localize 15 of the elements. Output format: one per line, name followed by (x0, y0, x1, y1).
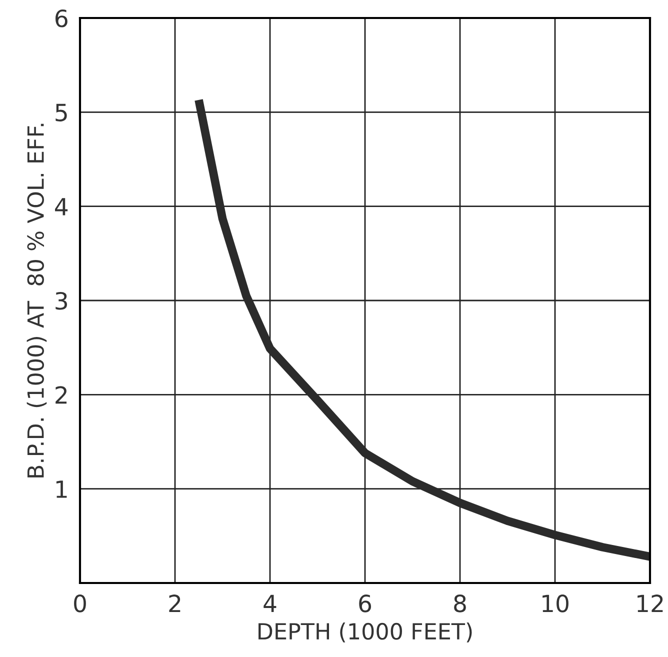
x-tick-label: 0 (74, 594, 86, 612)
y-axis-title: B.P.D. (1000) AT 80 % VOL. EFF. (26, 124, 47, 478)
x-tick-label: 10 (542, 594, 568, 612)
x-tick-label: 12 (638, 594, 663, 612)
y-tick-label: 2 (56, 386, 67, 404)
x-tick-label: 2 (169, 594, 180, 612)
y-tick-label: 6 (56, 9, 68, 28)
x-axis-title: DEPTH (1000 FEET) (258, 622, 472, 642)
x-tick-label: 4 (264, 594, 276, 612)
y-tick-label: 3 (56, 292, 67, 310)
x-tick-label: 8 (454, 594, 466, 612)
x-tick-label: 6 (359, 594, 372, 612)
y-tick-label: 4 (55, 198, 68, 216)
y-tick-label: 5 (56, 104, 67, 122)
y-tick-label: 1 (56, 480, 67, 498)
